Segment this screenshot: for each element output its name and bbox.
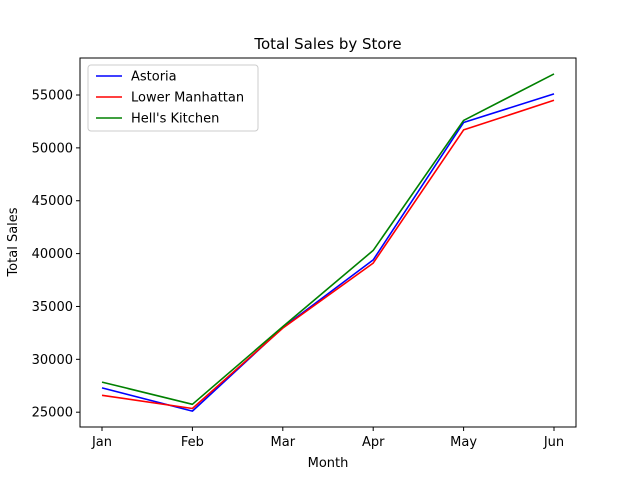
plot-frame — [79, 57, 577, 428]
y-tick-label: 25000 — [32, 406, 73, 421]
y-tick-label: 40000 — [32, 247, 73, 262]
series-line-lower-manhattan — [101, 99, 555, 410]
x-tick-label: Feb — [181, 435, 204, 450]
chart-title: Total Sales by Store — [253, 35, 401, 53]
x-axis-label: Month — [308, 456, 349, 471]
x-axis: Jan Feb Mar Apr May Jun — [91, 427, 564, 450]
y-tick-label: 30000 — [32, 353, 73, 368]
x-tick-label: Jun — [543, 435, 564, 450]
legend: Astoria Lower Manhattan Hell's Kitchen — [87, 64, 259, 132]
legend-entry: Hell's Kitchen — [131, 112, 219, 127]
y-tick-label: 55000 — [32, 89, 73, 104]
legend-box — [87, 64, 259, 132]
legend-entry: Astoria — [131, 70, 177, 85]
y-tick-label: 35000 — [32, 300, 73, 315]
y-tick-label: 50000 — [32, 141, 73, 156]
series-line-astoria — [101, 93, 555, 412]
x-tick-label: Jan — [91, 435, 112, 450]
legend-entry: Lower Manhattan — [131, 91, 244, 106]
y-axis-label: Total Sales — [6, 207, 21, 277]
series-lines — [101, 73, 555, 412]
y-tick-label: 45000 — [32, 194, 73, 209]
y-axis: 25000 30000 35000 40000 45000 50000 55000 — [32, 89, 80, 421]
x-tick-label: Mar — [271, 435, 296, 450]
series-line-hell-s-kitchen — [101, 73, 555, 406]
x-tick-label: May — [450, 435, 477, 450]
x-tick-label: Apr — [362, 435, 385, 450]
